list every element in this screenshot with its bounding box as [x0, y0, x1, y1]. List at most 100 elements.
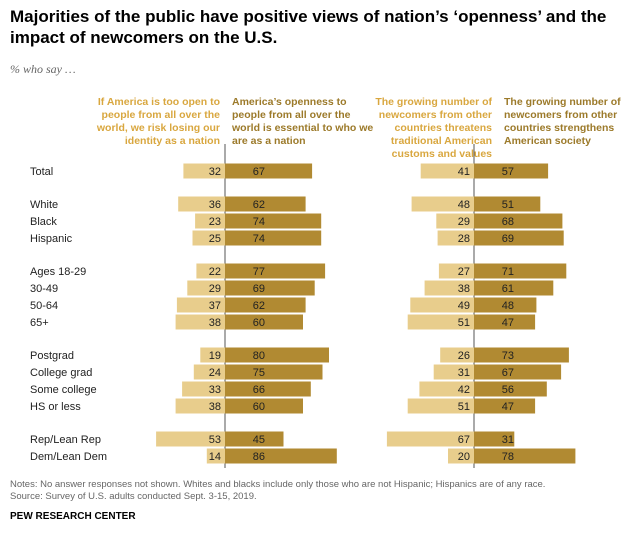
bar-risk-losing-identity [206, 448, 225, 464]
value-openness-essential: 67 [253, 166, 265, 178]
value-newcomers-strengthen: 48 [502, 300, 514, 312]
value-newcomers-strengthen: 31 [502, 434, 514, 446]
value-newcomers-threaten: 29 [458, 216, 470, 228]
bar-newcomers-strengthen [474, 364, 562, 380]
value-openness-essential: 60 [253, 317, 265, 329]
bar-openness-essential [225, 297, 306, 313]
value-openness-essential: 74 [253, 216, 265, 228]
value-openness-essential: 77 [253, 266, 265, 278]
value-openness-essential: 60 [253, 401, 265, 413]
value-newcomers-strengthen: 69 [502, 233, 514, 245]
value-risk-losing-identity: 29 [209, 283, 221, 295]
bar-newcomers-threaten [419, 381, 474, 397]
row-label: Postgrad [30, 350, 74, 362]
bar-newcomers-strengthen [474, 448, 576, 464]
diverging-bar-chart: Total 32 67 41 57 White 36 62 48 51 Black 23 74 29 68 H… [30, 144, 576, 468]
value-newcomers-threaten: 67 [458, 434, 470, 446]
bar-newcomers-threaten [436, 213, 474, 229]
bar-risk-losing-identity [193, 364, 225, 380]
bar-newcomers-threaten [411, 196, 474, 212]
value-newcomers-strengthen: 78 [502, 451, 514, 463]
bar-newcomers-strengthen [474, 297, 537, 313]
value-openness-essential: 75 [253, 367, 265, 379]
bar-newcomers-strengthen [474, 280, 554, 296]
value-newcomers-threaten: 41 [458, 166, 470, 178]
row-label: Ages 18-29 [30, 266, 86, 278]
value-newcomers-threaten: 20 [458, 451, 470, 463]
value-openness-essential: 80 [253, 350, 265, 362]
chart-title: Majorities of the public have positive v… [10, 7, 607, 47]
value-risk-losing-identity: 32 [209, 166, 221, 178]
value-openness-essential: 62 [253, 300, 265, 312]
value-openness-essential: 69 [253, 283, 265, 295]
value-newcomers-threaten: 42 [458, 384, 470, 396]
row-label: 30-49 [30, 283, 58, 295]
value-risk-losing-identity: 24 [209, 367, 221, 379]
row-label: Hispanic [30, 233, 73, 245]
value-newcomers-threaten: 49 [458, 300, 470, 312]
row-label: College grad [30, 367, 92, 379]
value-newcomers-threaten: 31 [458, 367, 470, 379]
value-newcomers-threaten: 48 [458, 199, 470, 211]
value-newcomers-strengthen: 71 [502, 266, 514, 278]
row-label: White [30, 199, 58, 211]
bar-newcomers-threaten [424, 280, 474, 296]
bar-newcomers-threaten [420, 163, 474, 179]
pew-research-center-logo: PEW RESEARCH CENTER [10, 511, 136, 522]
bar-openness-essential [225, 381, 311, 397]
bar-newcomers-threaten [448, 448, 474, 464]
bar-newcomers-threaten [386, 431, 474, 447]
bar-openness-essential [225, 196, 306, 212]
row-label: Some college [30, 384, 97, 396]
bar-openness-essential [225, 263, 326, 279]
bar-risk-losing-identity [183, 163, 225, 179]
bar-newcomers-strengthen [474, 398, 536, 414]
bar-risk-losing-identity [195, 213, 225, 229]
bar-newcomers-strengthen [474, 431, 515, 447]
value-risk-losing-identity: 22 [209, 266, 221, 278]
value-newcomers-threaten: 51 [458, 317, 470, 329]
value-risk-losing-identity: 38 [209, 317, 221, 329]
value-newcomers-strengthen: 67 [502, 367, 514, 379]
value-risk-losing-identity: 38 [209, 401, 221, 413]
value-newcomers-strengthen: 51 [502, 199, 514, 211]
value-newcomers-strengthen: 61 [502, 283, 514, 295]
source: Source: Survey of U.S. adults conducted … [10, 491, 257, 502]
row-label: 65+ [30, 317, 49, 329]
value-risk-losing-identity: 36 [209, 199, 221, 211]
bar-newcomers-strengthen [474, 213, 563, 229]
bar-risk-losing-identity [182, 381, 225, 397]
value-newcomers-strengthen: 47 [502, 401, 514, 413]
value-risk-losing-identity: 53 [209, 434, 221, 446]
value-risk-losing-identity: 37 [209, 300, 221, 312]
bar-newcomers-threaten [437, 230, 474, 246]
value-newcomers-threaten: 27 [458, 266, 470, 278]
value-risk-losing-identity: 14 [209, 451, 221, 463]
value-openness-essential: 86 [253, 451, 265, 463]
chart-subtitle: % who say … [10, 62, 76, 76]
bar-risk-losing-identity [196, 263, 225, 279]
value-newcomers-threaten: 28 [458, 233, 470, 245]
bar-openness-essential [225, 213, 322, 229]
value-newcomers-strengthen: 73 [502, 350, 514, 362]
value-newcomers-strengthen: 57 [502, 166, 514, 178]
value-newcomers-strengthen: 68 [502, 216, 514, 228]
value-risk-losing-identity: 25 [209, 233, 221, 245]
bar-openness-essential [225, 347, 329, 363]
bar-newcomers-threaten [410, 297, 474, 313]
row-label: HS or less [30, 401, 81, 413]
value-newcomers-threaten: 26 [458, 350, 470, 362]
bar-openness-essential [225, 448, 337, 464]
value-openness-essential: 45 [253, 434, 265, 446]
bar-newcomers-threaten [438, 263, 474, 279]
bar-newcomers-strengthen [474, 230, 564, 246]
value-newcomers-threaten: 51 [458, 401, 470, 413]
header-openness-essential: America’s openness to people from all ov… [232, 96, 374, 147]
bar-openness-essential [225, 398, 303, 414]
bar-newcomers-threaten [433, 364, 474, 380]
bar-openness-essential [225, 314, 303, 330]
value-openness-essential: 66 [253, 384, 265, 396]
value-newcomers-strengthen: 47 [502, 317, 514, 329]
bar-newcomers-strengthen [474, 163, 549, 179]
bar-newcomers-strengthen [474, 381, 547, 397]
